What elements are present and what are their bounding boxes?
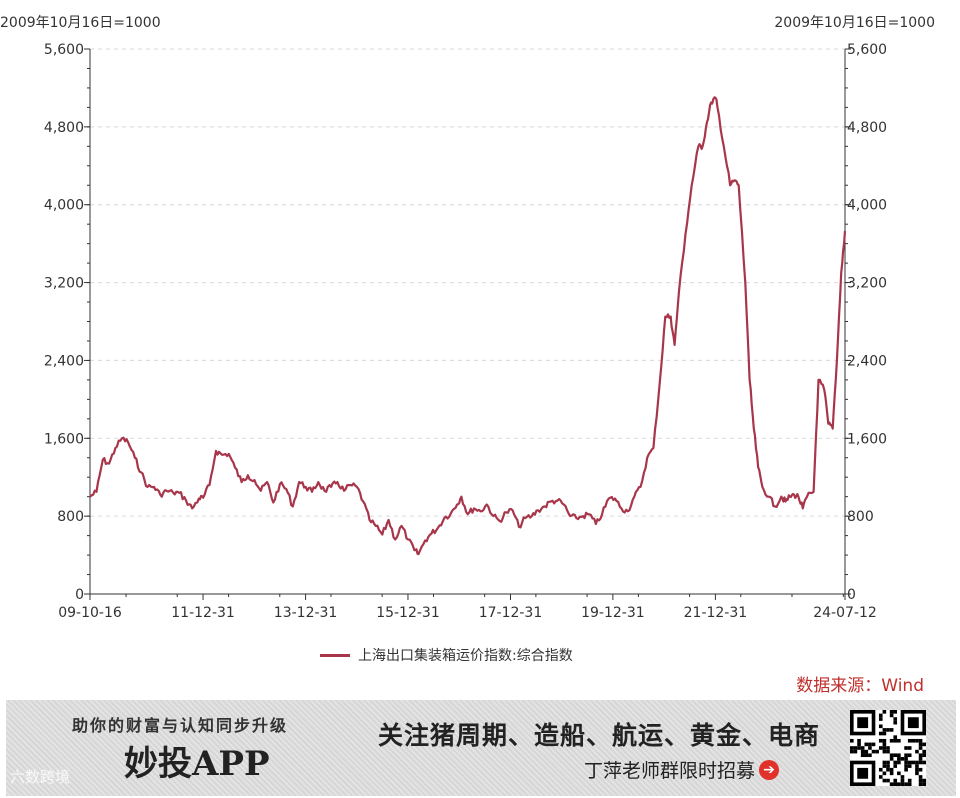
series-line-shanghai-export-container-index <box>89 96 847 556</box>
y-tick-label-left: 5,600 <box>44 42 84 58</box>
y-tick-label-left: 1,600 <box>44 431 84 447</box>
series-layer <box>89 96 847 556</box>
arrow-right-icon: ➔ <box>759 759 780 780</box>
y-tick-label-right: 4,800 <box>847 120 887 136</box>
y-tick-label-left: 4,000 <box>44 198 84 214</box>
y-tick-label-right: 3,200 <box>847 276 887 292</box>
x-axis: 09-10-16 11-12-31 13-12-31 15-12-31 17-12-31… <box>58 594 877 621</box>
y-tick-label-left: 800 <box>57 509 84 525</box>
qr-code-icon <box>850 710 926 786</box>
data-source-label: 数据来源：Wind <box>796 676 924 696</box>
right-unit-label: 2009年10月16日=1000 <box>774 15 935 31</box>
y-tick-label-right: 2,400 <box>847 353 887 369</box>
promo-banner[interactable]: 助你的财富与认知同步升级 妙投APP 关注猪周期、造船、航运、黄金、电商 丁萍老… <box>6 700 956 796</box>
y-tick-label-right: 800 <box>847 509 874 525</box>
x-tick-label: 17-12-31 <box>479 605 543 621</box>
y-tick-label-left: 4,800 <box>44 120 84 136</box>
y-tick-label-right: 1,600 <box>847 431 887 447</box>
legend-label: 上海出口集装箱运价指数:综合指数 <box>358 648 573 664</box>
x-tick-label: 21-12-31 <box>684 605 748 621</box>
y-tick-label-left: 3,200 <box>44 276 84 292</box>
right-y-axis: 0 800 1,600 2,400 3,200 4,000 4,800 5,600 <box>845 42 887 603</box>
chart-area: 0 800 1,600 2,400 3,200 4,000 4,800 5,600 0 800 1… <box>0 15 935 621</box>
y-tick-label-right: 4,000 <box>847 198 887 214</box>
legend: 上海出口集装箱运价指数:综合指数 <box>320 643 573 667</box>
x-tick-label: 09-10-16 <box>58 605 122 621</box>
x-tick-label: 19-12-31 <box>581 605 645 621</box>
app-name: 妙投APP <box>124 744 270 784</box>
y-tick-label-left: 2,400 <box>44 353 84 369</box>
recruit-text: 丁萍老师群限时招募 <box>584 760 756 782</box>
watermark-text: 六数跨境 <box>10 768 71 786</box>
banner-focus-text: 关注猪周期、造船、航运、黄金、电商 <box>378 721 821 750</box>
y-tick-label-right: 5,600 <box>847 42 887 58</box>
y-tick-label-left: 0 <box>75 587 84 603</box>
left-unit-label: 2009年10月16日=1000 <box>0 15 161 31</box>
left-y-axis: 0 800 1,600 2,400 3,200 4,000 4,800 5,600 <box>44 42 90 603</box>
recruit-link[interactable]: 丁萍老师群限时招募 ➔ <box>584 756 780 783</box>
gridlines <box>90 48 845 517</box>
y-tick-label-right: 0 <box>847 587 856 603</box>
x-tick-label: 24-07-12 <box>813 605 877 621</box>
x-tick-label: 13-12-31 <box>274 605 338 621</box>
banner-slogan: 助你的财富与认知同步升级 <box>72 716 289 735</box>
x-tick-label: 15-12-31 <box>376 605 440 621</box>
legend-line-swatch <box>320 653 350 657</box>
x-tick-label: 11-12-31 <box>171 605 235 621</box>
